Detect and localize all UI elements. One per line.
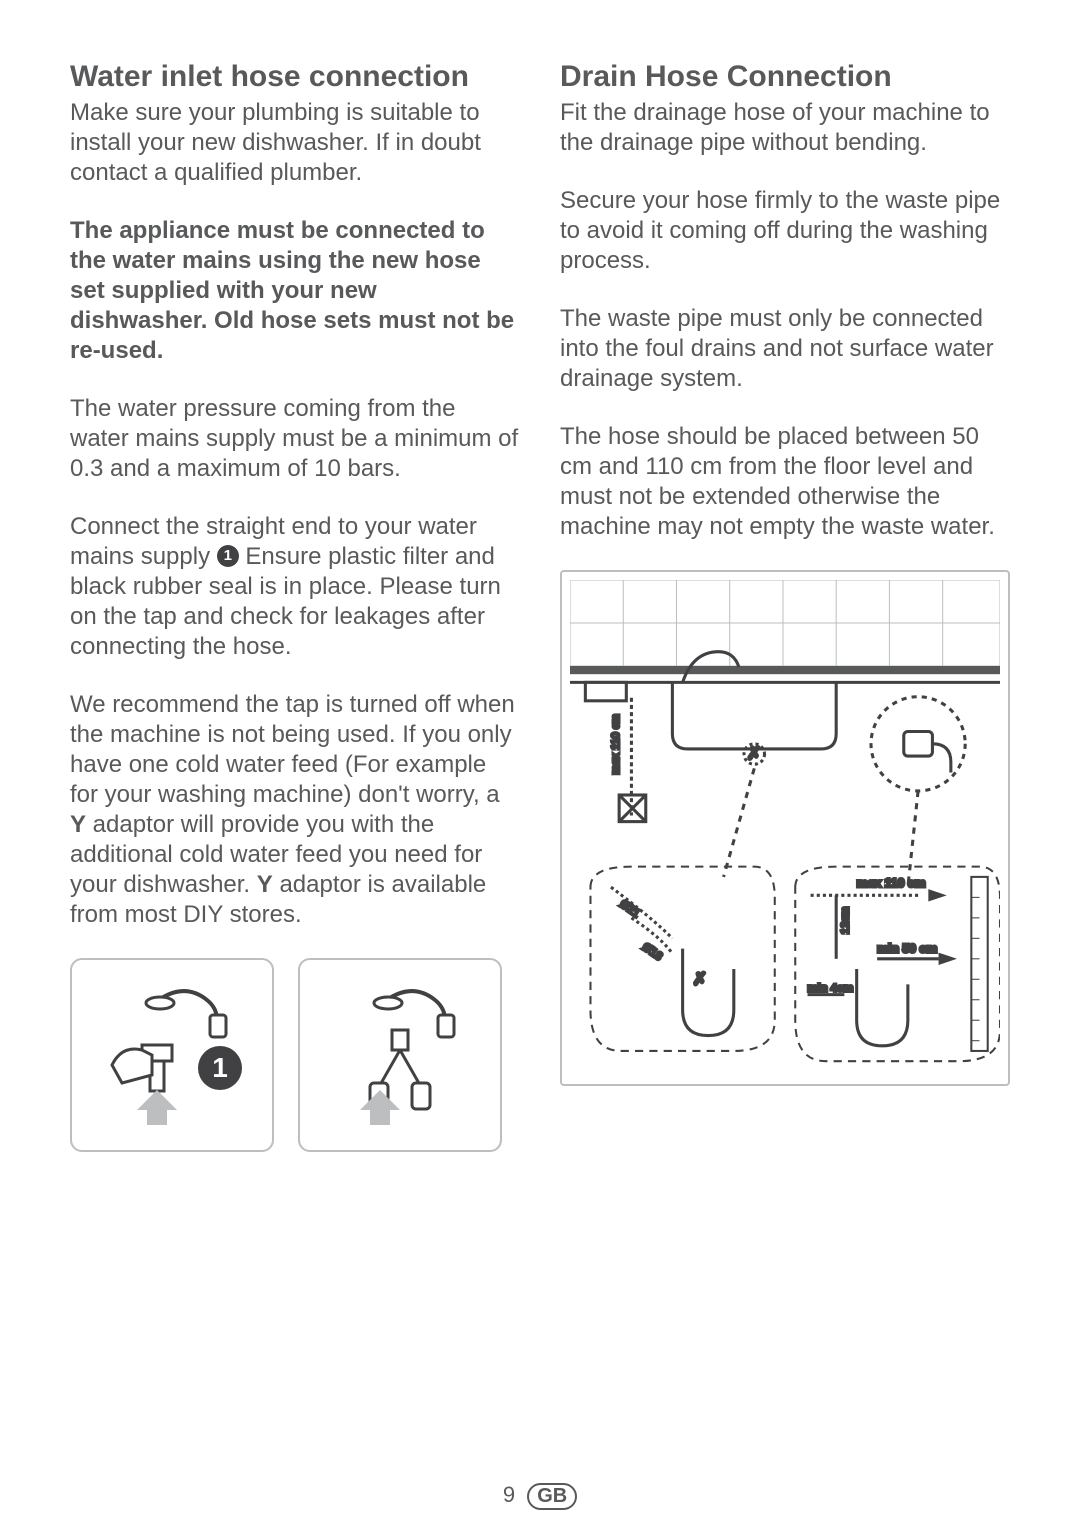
page-footer: 9 GB xyxy=(0,1482,1080,1510)
left-p5-y1: Y xyxy=(70,811,86,838)
page-number: 9 xyxy=(503,1482,515,1507)
label-min4: min 4cm xyxy=(808,983,854,995)
label-max110: max 110 cm xyxy=(857,876,926,890)
left-p1: Make sure your plumbing is suitable to i… xyxy=(70,98,520,188)
inlet-fig-2 xyxy=(298,958,502,1152)
figure-badge-1: 1 xyxy=(198,1046,242,1090)
right-p4: The hose should be placed between 50 cm … xyxy=(560,422,1010,542)
y-adaptor-icon xyxy=(320,975,480,1135)
left-p5a: We recommend the tap is turned off when … xyxy=(70,691,515,808)
label-d21: Ø21 xyxy=(617,898,641,920)
label-min50: min 50 cm xyxy=(877,942,937,956)
left-heading: Water inlet hose connection xyxy=(70,60,520,94)
reference-1-icon: 1 xyxy=(217,545,239,567)
right-p1: Fit the drainage hose of your machine to… xyxy=(560,98,1010,158)
svg-text:✗: ✗ xyxy=(693,970,707,988)
region-badge: GB xyxy=(527,1483,577,1510)
drain-diagram-icon: max 110 cm ✗ xyxy=(570,580,1000,1071)
right-p3: The waste pipe must only be connected in… xyxy=(560,304,1010,394)
left-p2-bold: The appliance must be connected to the w… xyxy=(70,216,520,366)
right-p2: Secure your hose firmly to the waste pip… xyxy=(560,186,1010,276)
label-12cm: 12cm xyxy=(839,907,851,935)
svg-text:✗: ✗ xyxy=(747,745,761,763)
left-p5: We recommend the tap is turned off when … xyxy=(70,690,520,930)
two-column-layout: Water inlet hose connection Make sure yo… xyxy=(70,60,1010,1152)
inlet-figure: 1 xyxy=(70,958,520,1152)
left-column: Water inlet hose connection Make sure yo… xyxy=(70,60,520,1152)
drain-figure: max 110 cm ✗ xyxy=(560,570,1010,1086)
inlet-fig-1: 1 xyxy=(70,958,274,1152)
right-column: Drain Hose Connection Fit the drainage h… xyxy=(560,60,1010,1152)
right-heading: Drain Hose Connection xyxy=(560,60,1010,94)
label-max110-vert: max 110 cm xyxy=(610,714,622,774)
label-d18: Ø18 xyxy=(640,941,664,963)
manual-page: Water inlet hose connection Make sure yo… xyxy=(0,0,1080,1532)
left-p3: The water pressure coming from the water… xyxy=(70,394,520,484)
left-p5-y2: Y xyxy=(257,871,273,898)
left-p4: Connect the straight end to your water m… xyxy=(70,512,520,662)
